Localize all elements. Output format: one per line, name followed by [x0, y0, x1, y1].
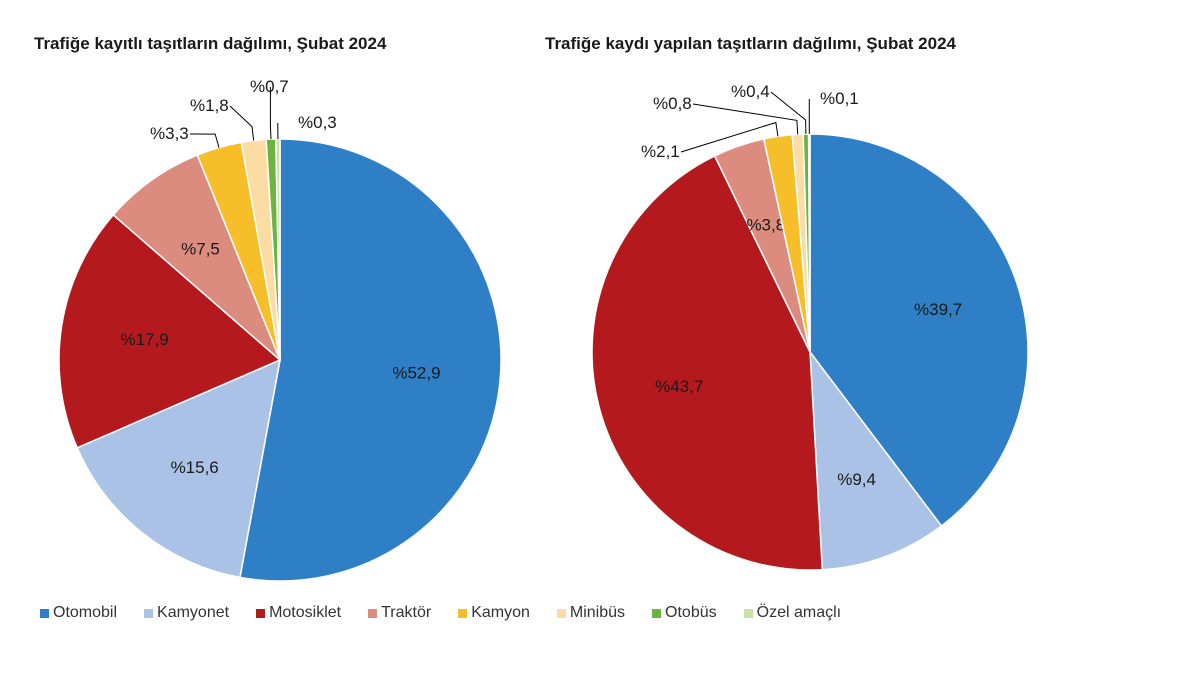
pie-slice-kamyonet [809, 349, 943, 571]
slice-data-label: %0,7 [250, 77, 289, 96]
leader-line [189, 133, 220, 148]
chart-title-newly-registered: Trafiğe kaydı yapılan taşıtların dağılım… [545, 34, 956, 53]
legend: Otomobil Kamyonet Motosiklet Traktör Kam… [40, 604, 868, 622]
legend-label: Kamyonet [157, 604, 230, 621]
slice-data-label: %0,8 [653, 94, 692, 113]
slice-data-label: %3,3 [150, 124, 189, 143]
legend-item-traktor: Traktör [368, 604, 431, 622]
legend-swatch [368, 608, 378, 618]
legend-label: Otomobil [53, 604, 118, 621]
legend-item-kamyonet: Kamyonet [144, 604, 229, 622]
legend-item-motosiklet: Motosiklet [256, 604, 341, 622]
slice-data-label: %0,4 [731, 82, 770, 101]
legend-item-minibus: Minibüs [556, 604, 626, 622]
legend-item-kamyon: Kamyon [458, 604, 530, 622]
legend-swatch [652, 608, 662, 618]
slice-data-label: %2,1 [641, 142, 680, 161]
chart-title-registered: Trafiğe kayıtlı taşıtların dağılımı, Şub… [34, 34, 387, 53]
pie-slice-motosiklet [58, 213, 282, 449]
leader-line [680, 121, 779, 153]
legend-label: Minibüs [569, 604, 626, 621]
legend-swatch [458, 608, 468, 618]
leader-line [229, 105, 255, 141]
legend-swatch [144, 608, 154, 618]
slice-data-label: %7,5 [181, 239, 220, 258]
legend-swatch [556, 608, 566, 618]
legend-swatch [743, 608, 753, 618]
legend-label: Kamyon [471, 604, 530, 621]
leader-line [770, 91, 807, 135]
leader-line [692, 103, 799, 135]
slice-data-label: %17,9 [120, 330, 168, 349]
legend-label: Özel amaçlı [756, 604, 842, 621]
slice-data-label: %15,6 [171, 458, 219, 477]
pie-slice-kamyonet [76, 358, 281, 579]
slice-data-label: %43,7 [655, 377, 703, 396]
slice-data-label: %0,1 [820, 89, 859, 108]
legend-swatch [40, 608, 49, 618]
leader-line [269, 87, 272, 140]
slice-data-label: %3,8 [746, 215, 785, 234]
legend-item-otomobil: Otomobil [40, 604, 117, 622]
legend-label: Traktör [381, 604, 432, 621]
slice-data-label: %9,4 [837, 470, 876, 489]
legend-swatch [256, 608, 266, 618]
pie-slice-traktör [112, 154, 281, 361]
legend-label: Otobüs [665, 604, 717, 621]
legend-label: Motosiklet [269, 604, 342, 621]
legend-item-otobus: Otobüs [652, 604, 717, 622]
slice-data-label: %0,3 [298, 113, 337, 132]
slice-data-label: %52,9 [392, 363, 440, 382]
legend-item-ozel-amacli: Özel amaçlı [743, 604, 842, 622]
slice-data-label: %39,7 [914, 300, 962, 319]
pie-slice-otomobil [239, 138, 502, 582]
slice-data-label: %1,8 [190, 96, 229, 115]
pie-slice-otomobil [809, 133, 1029, 527]
